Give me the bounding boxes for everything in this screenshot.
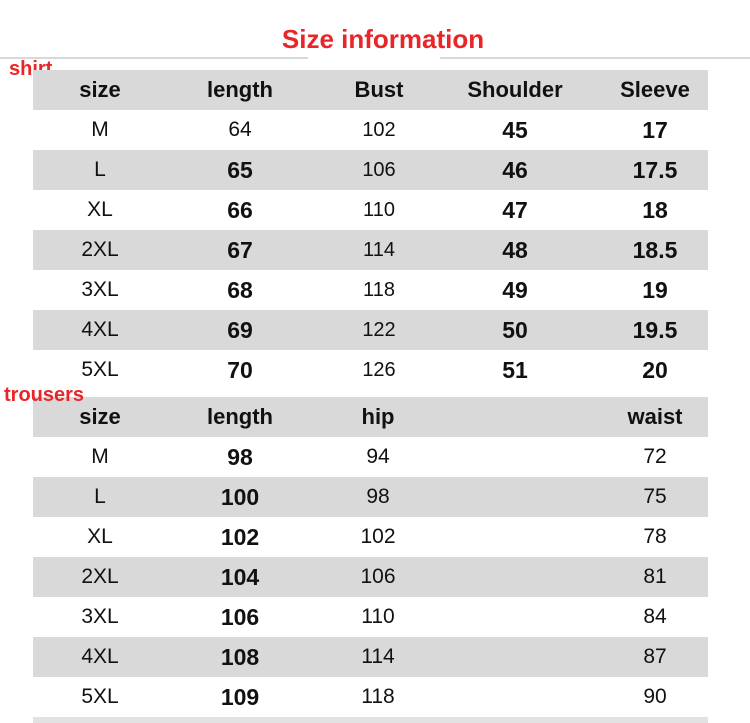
table-cell: 66 [227,197,253,223]
table-cell: 17 [642,117,668,143]
table-cell: 98 [227,444,253,470]
table-cell: 102 [360,525,396,548]
table-cell: 84 [643,605,667,628]
table-cell: 17.5 [632,157,678,183]
table-cell: L [94,485,106,508]
table-cell: 69 [227,317,253,343]
table-cell: 20 [642,357,668,383]
column-header: Shoulder [467,77,563,102]
table-cell: 5XL [81,685,119,708]
table-cell: 4XL [81,318,119,341]
table-row: M 98 94 72 [33,437,708,477]
table-cell: 70 [227,357,253,383]
table-row: 3XL 68 118 49 19 [33,270,708,310]
table-row: 5XL 109 118 90 [33,677,708,717]
table-cell: 75 [643,485,667,508]
table-cell: 19 [642,277,668,303]
column-header: hip [361,404,395,429]
table-cell: 45 [502,117,528,143]
table-cell: 65 [227,157,253,183]
table-cell: 64 [228,118,252,141]
trousers-label: trousers [4,384,85,406]
table-cell: M [91,445,109,468]
table-cell: 110 [361,605,395,628]
table-cell: XL [87,198,113,221]
table-row: L 100 98 75 [33,477,708,517]
column-header: length [207,77,273,102]
table-row: 4XL 108 114 87 [33,637,708,677]
table-cell: 109 [220,684,260,710]
table-cell: 87 [643,645,667,668]
divider-left [0,57,308,59]
table-cell: 106 [220,604,260,630]
table-cell: 102 [220,524,260,550]
table-cell: 106 [360,565,396,588]
column-header: length [207,404,273,429]
table-cell: 114 [363,239,395,261]
table-row: M 64 102 45 17 [33,110,708,150]
shirt-table: size length Bust Shoulder Sleeve M 64 102 45 17 L 6… [33,70,708,390]
table-cell: 19.5 [632,317,678,343]
divider-right [440,57,750,59]
table-cell: 3XL [81,605,119,628]
table-cell: 49 [502,277,528,303]
table-cell: XL [87,525,113,548]
table-cell: 90 [643,685,667,708]
column-header: waist [627,404,683,429]
table-cell: 2XL [81,565,119,588]
table-row: 3XL 106 110 84 [33,597,708,637]
table-bottom-bar [33,717,708,723]
table-cell: 98 [366,485,390,508]
table-cell: 4XL [81,645,119,668]
table-cell: 94 [366,445,390,468]
table-cell: 2XL [81,238,119,261]
page-title: Size information [281,24,485,54]
table-cell: 50 [502,317,528,343]
table-cell: 108 [220,644,260,670]
table-row: 4XL 69 122 50 19.5 [33,310,708,350]
table-cell: 102 [362,119,396,141]
table-row: 5XL 70 126 51 20 [33,350,708,390]
table-row: XL 102 102 78 [33,517,708,557]
table-row: 2XL 67 114 48 18.5 [33,230,708,270]
table-cell: 18.5 [632,237,678,263]
table-cell: 46 [502,157,528,183]
table-row: XL 66 110 47 18 [33,190,708,230]
table-cell: L [94,158,106,181]
table-cell: 47 [502,197,528,223]
column-header: size [79,77,121,102]
table-cell: M [91,118,109,141]
table-cell: 110 [363,199,395,221]
table-cell: 51 [502,357,528,383]
header-row: size length hip waist [33,397,708,437]
table-cell: 67 [227,237,253,263]
column-header: Bust [354,77,404,102]
table-row: L 65 106 46 17.5 [33,150,708,190]
table-row: 2XL 104 106 81 [33,557,708,597]
table-cell: 3XL [81,278,119,301]
table-cell: 100 [220,484,260,510]
table-cell: 48 [502,237,528,263]
header-row: size length Bust Shoulder Sleeve [33,70,708,110]
table-cell: 118 [361,685,395,708]
table-cell: 5XL [81,358,119,381]
table-cell: 78 [643,525,667,548]
table-cell: 126 [362,359,396,381]
table-cell: 18 [642,197,668,223]
table-cell: 106 [362,159,396,181]
table-cell: 68 [227,277,253,303]
table-cell: 114 [361,645,395,668]
column-header: Sleeve [620,77,690,102]
trousers-table: size length hip waist M 98 94 72 L 100 98 75 XL 102 10… [33,397,708,717]
table-cell: 81 [643,565,667,588]
table-cell: 122 [362,319,396,341]
table-cell: 72 [643,445,667,468]
table-cell: 104 [220,564,260,590]
column-header: size [79,404,121,429]
table-cell: 118 [363,279,395,301]
